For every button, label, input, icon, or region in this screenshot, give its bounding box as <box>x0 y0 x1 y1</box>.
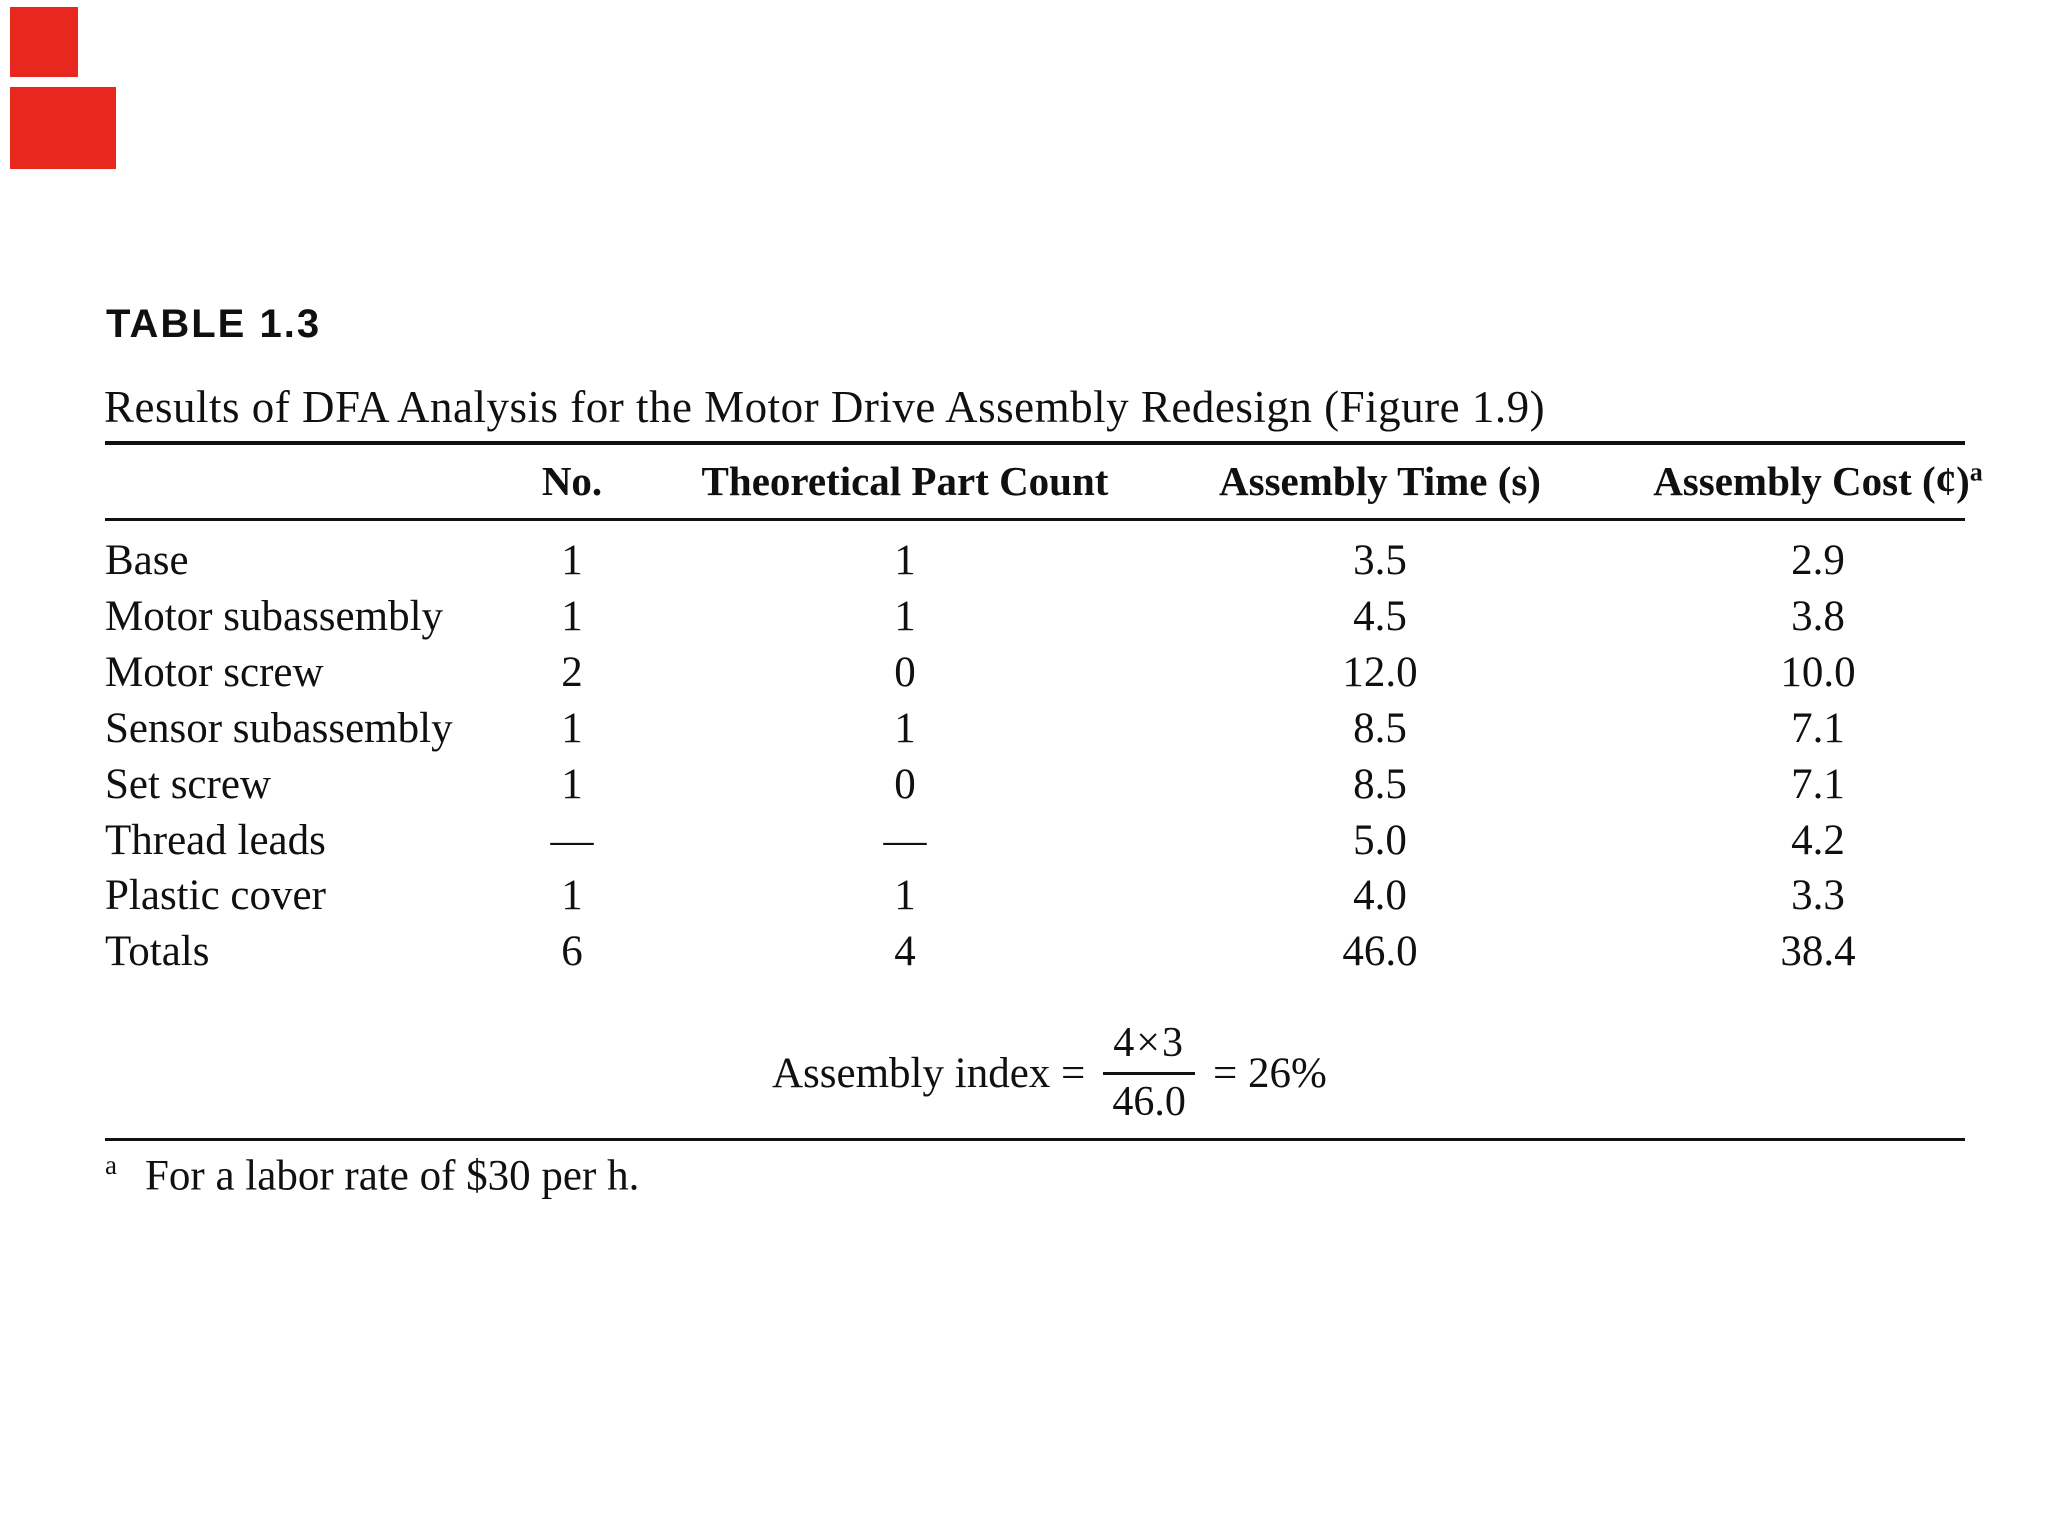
fraction-denominator: 46.0 <box>1112 1078 1186 1125</box>
col-header-assembly-cost-text: Assembly Cost (¢) <box>1653 458 1970 504</box>
cell-assembly-cost: 38.4 <box>1780 928 1856 976</box>
cell-no: — <box>550 816 594 864</box>
cell-theoretical-part-count: — <box>883 816 927 864</box>
cell-no: 1 <box>561 704 583 752</box>
table-row: Motor screw 2 0 12.0 10.0 <box>105 645 1965 701</box>
cell-no: 6 <box>561 928 583 976</box>
col-header-no: No. <box>541 458 603 504</box>
table-row: Motor subassembly 1 1 4.5 3.8 <box>105 589 1965 645</box>
rule-top <box>105 441 1965 445</box>
cell-theoretical-part-count: 0 <box>894 648 916 696</box>
cell-assembly-cost: 4.2 <box>1791 816 1845 864</box>
cell-assembly-time: 4.0 <box>1353 872 1407 920</box>
footnote: a For a labor rate of $30 per h. <box>105 1150 639 1200</box>
row-label: Plastic cover <box>105 872 326 920</box>
col-header-assembly-cost: Assembly Cost (¢)a <box>1653 453 1983 509</box>
table-number-label: TABLE 1.3 <box>106 302 322 346</box>
cell-theoretical-part-count: 1 <box>894 592 916 640</box>
cell-assembly-time: 12.0 <box>1342 648 1418 696</box>
formula-prefix: Assembly index = <box>772 1049 1086 1097</box>
row-label: Thread leads <box>105 816 326 864</box>
table-header-row: No. Theoretical Part Count Assembly Time… <box>105 453 1983 509</box>
col-header-assembly-time: Assembly Time (s) <box>1219 458 1541 504</box>
cell-no: 2 <box>561 648 583 696</box>
fraction-numerator: 4×3 <box>1103 1020 1195 1075</box>
cell-theoretical-part-count: 1 <box>894 537 916 584</box>
table-row: Set screw 1 0 8.5 7.1 <box>105 757 1965 813</box>
cell-assembly-time: 5.0 <box>1353 816 1407 864</box>
cell-assembly-time: 3.5 <box>1353 537 1407 584</box>
cell-theoretical-part-count: 1 <box>894 704 916 752</box>
row-label: Sensor subassembly <box>105 704 453 752</box>
redaction-mark-bottom <box>10 87 116 169</box>
cell-assembly-time: 8.5 <box>1353 704 1407 752</box>
row-label: Motor screw <box>105 648 324 696</box>
cell-assembly-cost: 7.1 <box>1791 760 1845 808</box>
table-title: Results of DFA Analysis for the Motor Dr… <box>104 382 1546 432</box>
rule-bottom <box>105 1138 1965 1141</box>
cell-theoretical-part-count: 0 <box>894 760 916 808</box>
table-row: Base 1 1 3.5 2.9 <box>105 533 1965 589</box>
cell-theoretical-part-count: 1 <box>894 872 916 920</box>
cell-assembly-cost: 7.1 <box>1791 704 1845 752</box>
table-row: Totals 6 4 46.0 38.4 <box>105 924 1965 980</box>
cell-assembly-cost: 2.9 <box>1791 537 1845 584</box>
cell-assembly-time: 8.5 <box>1353 760 1407 808</box>
cell-assembly-time: 4.5 <box>1353 592 1407 640</box>
row-label: Set screw <box>105 760 271 808</box>
cell-no: 1 <box>561 592 583 640</box>
cell-no: 1 <box>561 537 583 584</box>
row-label: Totals <box>105 928 210 976</box>
cell-assembly-cost: 3.3 <box>1791 872 1845 920</box>
cell-assembly-time: 46.0 <box>1342 928 1418 976</box>
footnote-text: For a labor rate of $30 per h. <box>144 1152 640 1200</box>
cell-assembly-cost: 10.0 <box>1780 648 1856 696</box>
footnote-ref-superscript: a <box>1969 457 1983 487</box>
formula-result: = 26% <box>1212 1049 1327 1097</box>
row-label: Base <box>105 537 189 584</box>
formula-fraction: 4×3 46.0 <box>1103 1020 1195 1125</box>
row-label: Motor subassembly <box>105 592 444 640</box>
cell-no: 1 <box>561 760 583 808</box>
table-row: Sensor subassembly 1 1 8.5 7.1 <box>105 701 1965 757</box>
cell-theoretical-part-count: 4 <box>894 928 916 976</box>
col-header-theoretical-part-count: Theoretical Part Count <box>701 458 1109 504</box>
redaction-mark-top <box>10 7 78 77</box>
table-row: Plastic cover 1 1 4.0 3.3 <box>105 868 1965 924</box>
rule-header-separator <box>105 518 1965 521</box>
table-row: Thread leads — — 5.0 4.2 <box>105 813 1965 869</box>
cell-no: 1 <box>561 872 583 920</box>
cell-assembly-cost: 3.8 <box>1791 592 1845 640</box>
assembly-index-formula: Assembly index = 4×3 46.0 = 26% <box>772 1008 1327 1138</box>
footnote-marker: a <box>105 1150 117 1180</box>
